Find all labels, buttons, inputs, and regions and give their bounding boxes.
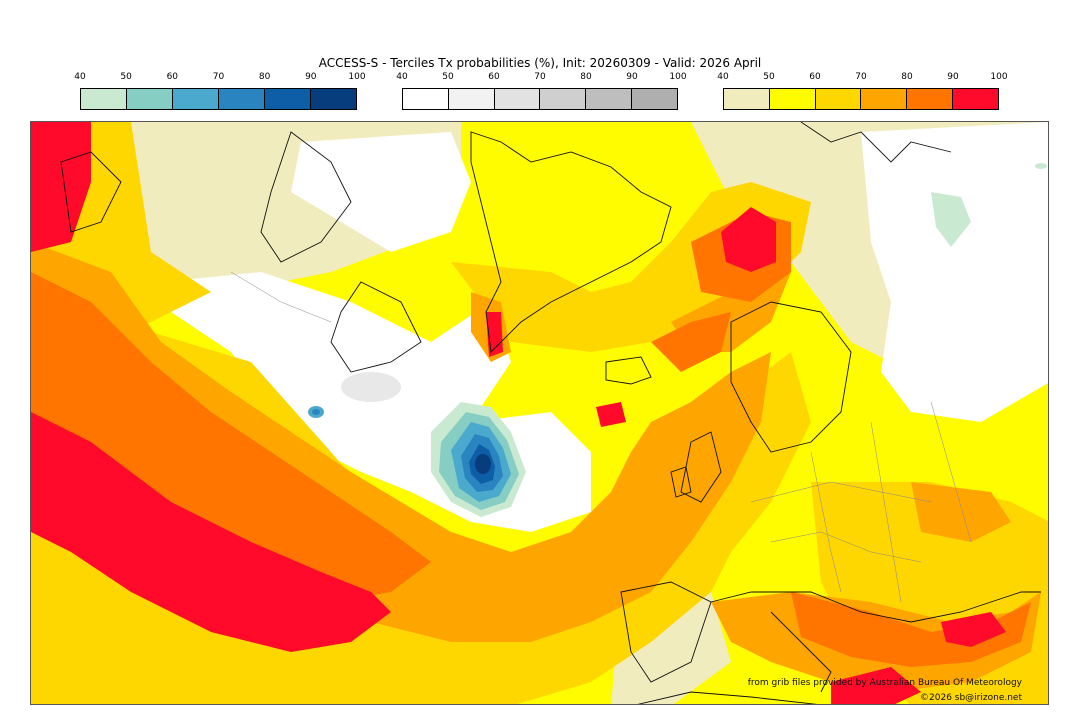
legend-swatch (219, 89, 265, 109)
legend-swatch (724, 89, 770, 109)
copyright-credit: ©2026 sb@irizone.net (920, 693, 1022, 703)
probability-map[interactable]: from grib files provided by Australian B… (30, 121, 1049, 705)
legend-colorbar (402, 88, 678, 110)
legend-tick: 40 (717, 72, 729, 82)
legend-tick: 60 (488, 72, 500, 82)
legend-swatch (540, 89, 587, 109)
map-title: ACCESS-S - Terciles Tx probabilities (%)… (318, 56, 762, 70)
legend-swatch (81, 89, 127, 109)
map-canvas (31, 122, 1048, 704)
legend-ticks: 40 50 60 70 80 90 100 (74, 72, 365, 84)
legend-tick: 90 (305, 72, 317, 82)
legend-tick: 70 (855, 72, 867, 82)
legend-tick: 50 (442, 72, 454, 82)
legend-swatch (403, 89, 449, 109)
legend-tick: 100 (348, 72, 366, 82)
legend-ticks: 40 50 60 70 80 90 100 (396, 72, 686, 84)
legend-swatch (494, 89, 541, 109)
legend-swatch (311, 89, 356, 109)
below-normal-blob (308, 402, 526, 517)
legend-tick: 80 (580, 72, 592, 82)
legend-tick: 80 (258, 72, 271, 82)
red-areas (31, 122, 1006, 704)
data-source-credit: from grib files provided by Australian B… (747, 678, 1022, 688)
legend-swatch (815, 89, 862, 109)
legend-tick: 40 (396, 72, 408, 82)
legend-swatch (265, 89, 311, 109)
legend-swatch (953, 89, 998, 109)
legend-below-normal: 40 50 60 70 80 90 100 (74, 72, 366, 112)
legend-tick: 100 (669, 72, 687, 82)
legend-swatch (632, 89, 677, 109)
coastlines (60, 122, 1041, 704)
legend-tick: 60 (809, 72, 821, 82)
legend-swatch (769, 89, 816, 109)
legend-tick: 70 (534, 72, 546, 82)
legend-tick: 50 (120, 72, 132, 82)
legend-tick: 100 (990, 72, 1008, 82)
legend-tick: 40 (74, 72, 86, 82)
legend-swatch (173, 89, 219, 109)
legend-tick: 70 (212, 72, 225, 82)
legend-colorbar (723, 88, 999, 110)
legend-swatch (586, 89, 633, 109)
legend-swatch (907, 89, 954, 109)
legend-colorbar (80, 88, 357, 110)
legend-tick: 80 (901, 72, 913, 82)
legend-tick: 90 (626, 72, 638, 82)
country-borders (230, 271, 972, 603)
legend-swatch (861, 89, 908, 109)
legend-swatch (448, 89, 495, 109)
legend-tick: 60 (166, 72, 179, 82)
below-normal-ne (931, 163, 1047, 247)
legend-tick: 90 (947, 72, 959, 82)
legend-near-normal: 40 50 60 70 80 90 100 (396, 72, 687, 112)
legend-tick: 50 (763, 72, 775, 82)
legend-ticks: 40 50 60 70 80 90 100 (717, 72, 1007, 84)
legend-swatch (127, 89, 173, 109)
legend-above-normal: 40 50 60 70 80 90 100 (717, 72, 1008, 112)
